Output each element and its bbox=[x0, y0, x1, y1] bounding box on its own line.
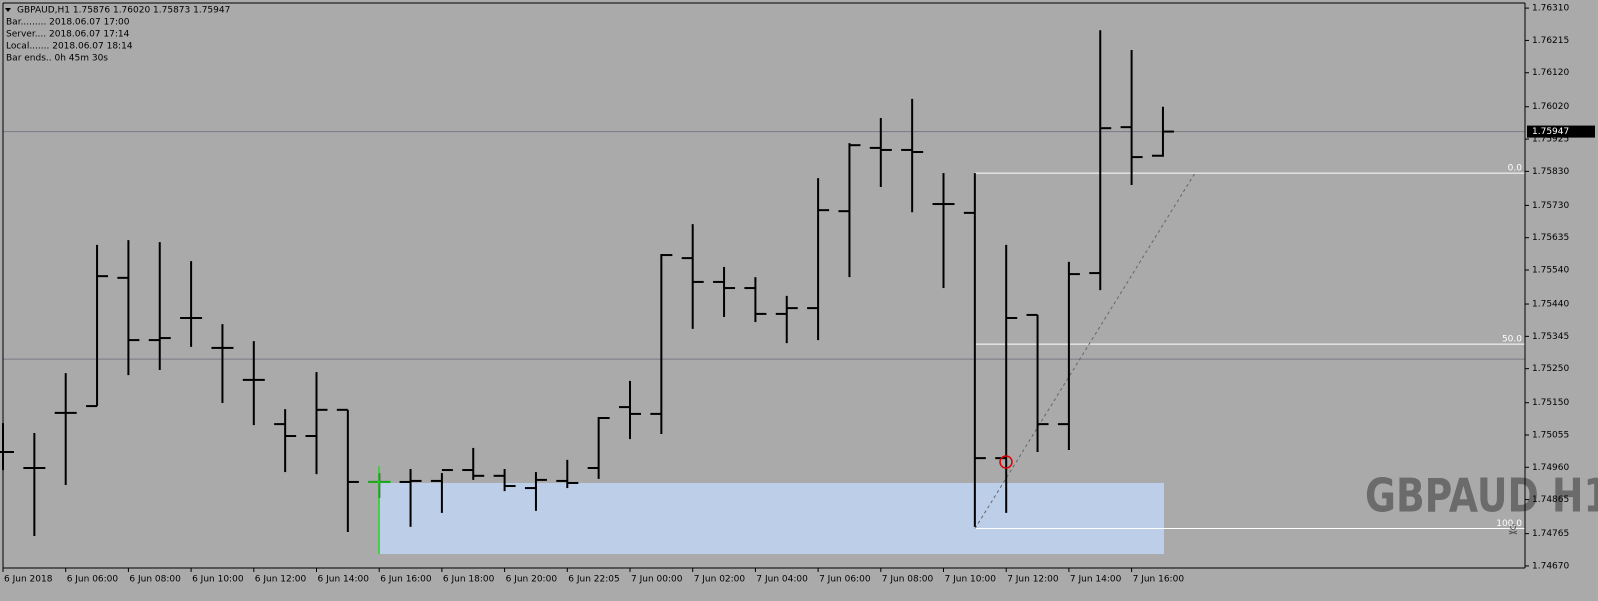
y-tick-label: 1.75150 bbox=[1532, 398, 1569, 408]
x-tick-label: 6 Jun 18:00 bbox=[443, 575, 495, 585]
y-tick-label: 1.75830 bbox=[1532, 167, 1569, 177]
x-tick-label: 7 Jun 14:00 bbox=[1070, 575, 1122, 585]
info-line: Local....... 2018.06.07 18:14 bbox=[6, 42, 133, 52]
x-tick-label: 6 Jun 20:00 bbox=[506, 575, 558, 585]
fibo-label: 100.0 bbox=[1496, 519, 1522, 529]
fibo-label: 50.0 bbox=[1502, 335, 1522, 345]
x-tick-label: 6 Jun 22:05 bbox=[568, 575, 619, 585]
fibo-trend bbox=[974, 172, 1196, 529]
y-tick-label: 1.75250 bbox=[1532, 364, 1569, 374]
fibo-label: 0.0 bbox=[1508, 164, 1523, 174]
y-tick-label: 1.75730 bbox=[1532, 201, 1569, 211]
y-tick-label: 1.75440 bbox=[1532, 300, 1569, 310]
y-tick-label: 1.75635 bbox=[1532, 233, 1569, 243]
y-tick-label: 1.75055 bbox=[1532, 430, 1569, 440]
x-tick-label: 7 Jun 04:00 bbox=[756, 575, 808, 585]
y-tick-label: 1.76120 bbox=[1532, 68, 1569, 78]
price-label-box bbox=[1527, 125, 1595, 138]
info-line: Bar......... 2018.06.07 17:00 bbox=[6, 18, 130, 28]
y-tick-label: 1.76215 bbox=[1532, 36, 1569, 46]
y-tick-label: 1.74960 bbox=[1532, 463, 1569, 473]
robot-icon bbox=[1508, 524, 1518, 535]
y-tick-label: 1.76020 bbox=[1532, 102, 1569, 112]
x-tick-label: 7 Jun 00:00 bbox=[631, 575, 683, 585]
header-arrow bbox=[5, 8, 11, 12]
x-tick-label: 7 Jun 08:00 bbox=[882, 575, 934, 585]
x-tick-label: 6 Jun 14:00 bbox=[318, 575, 370, 585]
y-tick-label: 1.74670 bbox=[1532, 561, 1569, 571]
info-line: Server.... 2018.06.07 17:14 bbox=[6, 30, 130, 40]
plot-area bbox=[0, 30, 1525, 555]
x-tick-label: 6 Jun 10:00 bbox=[192, 575, 244, 585]
x-tick-label: 6 Jun 12:00 bbox=[255, 575, 307, 585]
x-tick-label: 6 Jun 2018 bbox=[4, 575, 53, 585]
x-tick-label: 7 Jun 16:00 bbox=[1133, 575, 1185, 585]
x-tick-label: 7 Jun 02:00 bbox=[694, 575, 746, 585]
y-tick-label: 1.75925 bbox=[1532, 135, 1569, 145]
x-tick-label: 7 Jun 12:00 bbox=[1007, 575, 1059, 585]
watermark: GBPAUD H1 bbox=[1365, 469, 1598, 523]
x-tick-label: 7 Jun 06:00 bbox=[819, 575, 871, 585]
chart-header: GBPAUD,H1 1.75876 1.76020 1.75873 1.7594… bbox=[17, 6, 230, 16]
x-tick-label: 6 Jun 06:00 bbox=[67, 575, 119, 585]
y-tick-label: 1.75540 bbox=[1532, 266, 1569, 276]
info-line: Bar ends.. 0h 45m 30s bbox=[6, 54, 108, 64]
y-tick-label: 1.74765 bbox=[1532, 529, 1569, 539]
zone-rectangle bbox=[380, 482, 1164, 555]
y-tick-label: 1.76310 bbox=[1532, 4, 1569, 14]
price-label: 1.75947 bbox=[1532, 127, 1569, 137]
x-tick-label: 7 Jun 10:00 bbox=[945, 575, 997, 585]
marker-circle bbox=[999, 455, 1013, 469]
y-tick-label: 1.75345 bbox=[1532, 332, 1569, 342]
x-tick-label: 6 Jun 16:00 bbox=[380, 575, 432, 585]
y-tick-label: 1.74865 bbox=[1532, 495, 1569, 505]
x-tick-label: 6 Jun 08:00 bbox=[129, 575, 181, 585]
